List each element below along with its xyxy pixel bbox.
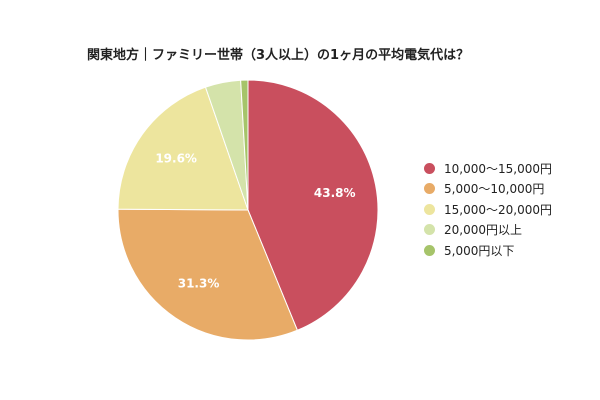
legend-label: 5,000円以下	[444, 243, 515, 258]
legend-item: 15,000〜20,000円	[424, 199, 552, 220]
pie-slice	[117, 86, 249, 211]
slice-value-label: 31.3%	[178, 276, 220, 290]
legend: 10,000〜15,000円 5,000〜10,000円 15,000〜20,000…	[424, 158, 552, 261]
legend-swatch	[424, 162, 435, 174]
legend-item: 5,000〜10,000円	[424, 179, 552, 200]
legend-swatch	[424, 183, 435, 195]
legend-label: 10,000〜15,000円	[444, 161, 552, 176]
legend-item: 5,000円以下	[424, 240, 552, 261]
legend-label: 5,000〜10,000円	[444, 182, 545, 197]
legend-item: 10,000〜15,000円	[424, 158, 552, 179]
slice-value-label: 43.8%	[314, 186, 356, 200]
legend-label: 20,000円以上	[444, 223, 522, 238]
legend-label: 15,000〜20,000円	[444, 202, 552, 217]
legend-swatch	[424, 244, 435, 256]
slice-value-label: 19.6%	[155, 151, 197, 165]
legend-swatch	[424, 224, 435, 236]
legend-swatch	[424, 203, 435, 215]
pie-slice	[240, 79, 249, 211]
pie-slice	[117, 208, 299, 341]
chart-title: 関東地方｜ファミリー世帯（3人以上）の1ヶ月の平均電気代は？	[87, 48, 470, 63]
legend-item: 20,000円以上	[424, 220, 552, 241]
pie-slice	[247, 79, 379, 331]
